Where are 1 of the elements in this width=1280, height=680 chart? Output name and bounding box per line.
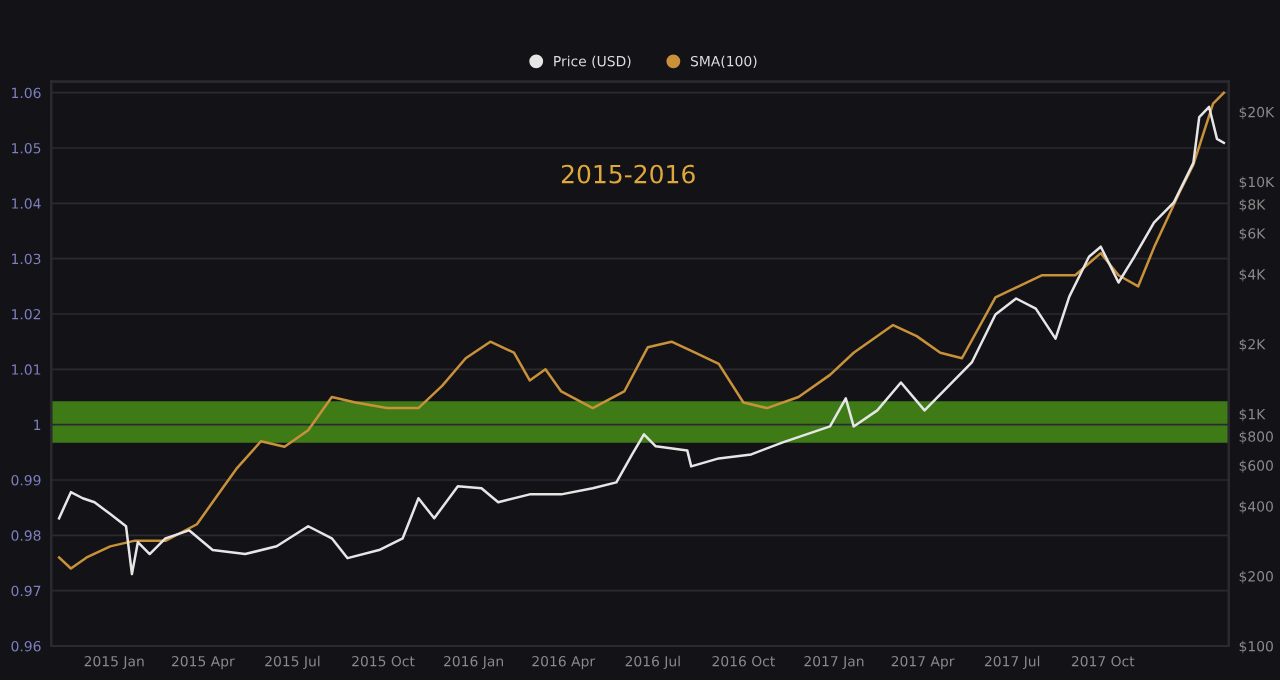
annotation: 2015-2016 [561,164,695,184]
